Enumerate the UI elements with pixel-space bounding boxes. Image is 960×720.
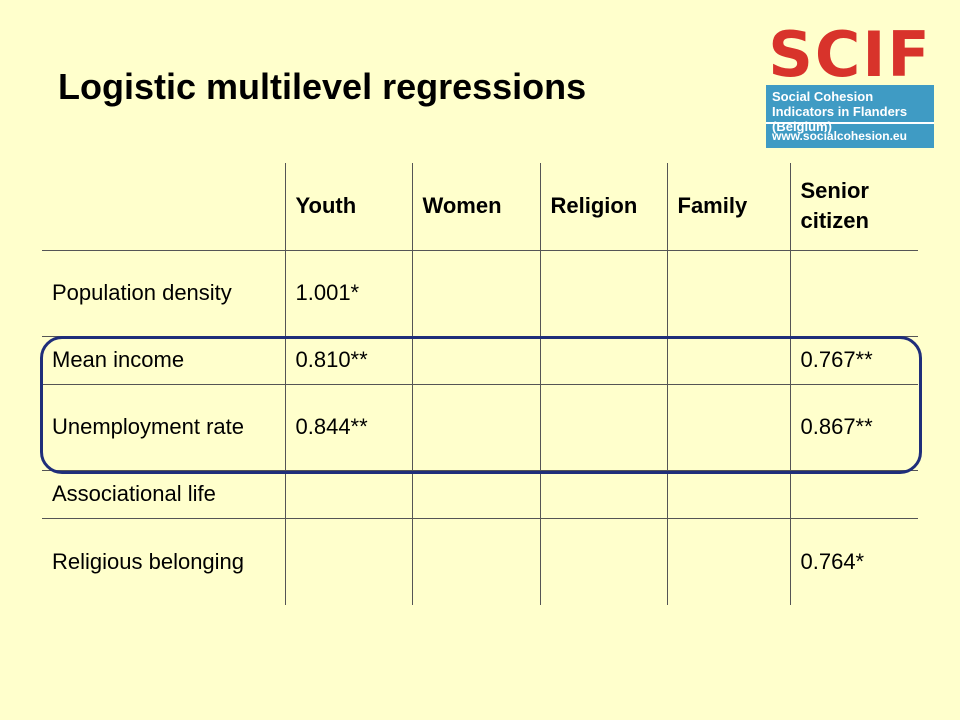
empty-cell (666, 336, 790, 384)
column-header: Youth (284, 163, 412, 250)
empty-cell (411, 250, 540, 336)
row-label: Unemployment rate (52, 414, 244, 439)
column-header: Senior citizen (789, 163, 918, 250)
empty-cell (539, 384, 667, 470)
empty-cell (411, 384, 540, 470)
slide-title: Logistic multilevel regressions (58, 66, 587, 107)
row-label: Mean income (52, 347, 185, 372)
empty-cell (539, 470, 667, 518)
row-label: Religious belonging (52, 548, 245, 574)
empty-cell (666, 384, 790, 470)
table-row: Mean income 0.810** 0.767** (42, 336, 918, 384)
cell-value: 1.001* (284, 250, 412, 336)
logo-name: Social Cohesion Indicators in Flanders (… (772, 89, 908, 134)
logo-url: www.socialcohesion.eu (772, 129, 907, 143)
empty-cell (539, 518, 667, 605)
empty-cell (284, 518, 412, 605)
table-row: Religious belonging 0.764* (42, 518, 918, 605)
column-header: Women (411, 163, 540, 250)
empty-cell (789, 470, 918, 518)
empty-cell (411, 336, 540, 384)
cell-value: 0.810** (284, 336, 412, 384)
logo: SCIF Social Cohesion Indicators in Fland… (766, 18, 934, 148)
row-label: Associational life (52, 481, 216, 506)
table-row: Associational life (42, 470, 918, 518)
empty-cell (666, 470, 790, 518)
results-table: Youth Women Religion Family Senior citizen P… (42, 163, 918, 605)
table-row: Unemployment rate 0.844** 0.867** (42, 384, 918, 470)
empty-cell (666, 250, 790, 336)
cell-value: 0.764* (789, 518, 918, 605)
empty-cell (539, 250, 667, 336)
empty-cell (411, 470, 540, 518)
logo-box: Social Cohesion Indicators in Flanders (… (766, 85, 934, 148)
row-label: Population density (52, 280, 232, 305)
column-header: Religion (539, 163, 667, 250)
cell-value: 0.767** (789, 336, 918, 384)
cell-value: 0.844** (284, 384, 412, 470)
empty-cell (789, 250, 918, 336)
corner-cell (42, 163, 285, 250)
empty-cell (539, 336, 667, 384)
empty-cell (666, 518, 790, 605)
column-header: Family (666, 163, 790, 250)
logo-rule (766, 122, 934, 124)
table-row: Population density 1.001* (42, 250, 918, 336)
header-row: Youth Women Religion Family Senior citizen (42, 163, 918, 250)
logo-mark: SCIF (768, 18, 932, 91)
cell-value: 0.867** (789, 384, 918, 470)
empty-cell (284, 470, 412, 518)
empty-cell (411, 518, 540, 605)
